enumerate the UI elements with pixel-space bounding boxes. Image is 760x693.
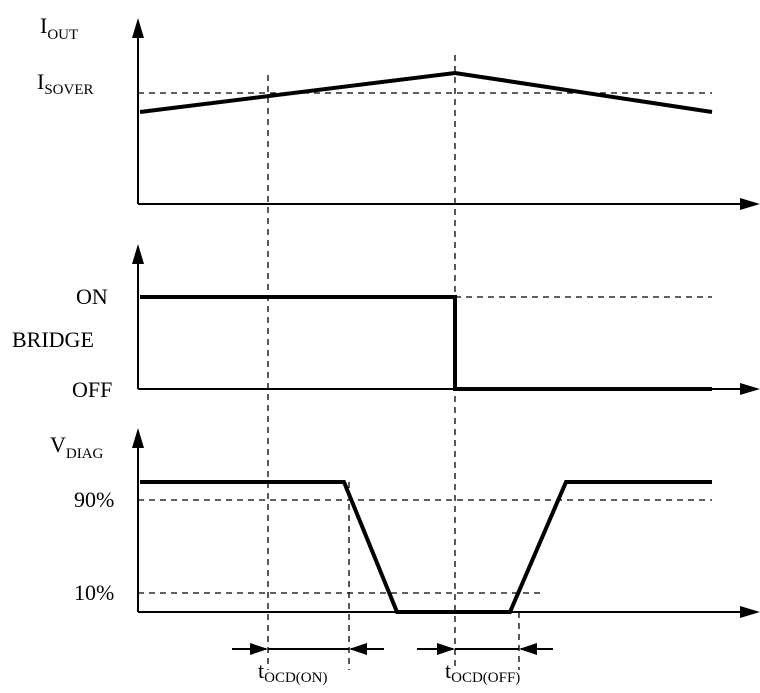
vdiag-axis-label: VDIAG — [50, 432, 104, 462]
vdiag-10-label: 10% — [74, 580, 114, 605]
iout-x-arrow — [740, 198, 760, 210]
ocd-on-label: tOCD(ON) — [258, 658, 327, 686]
vdiag-waveform — [140, 480, 712, 614]
vdiag-y-arrow — [132, 428, 144, 448]
bridge-off-label: OFF — [72, 377, 112, 402]
ocd-on-right-arrowhead — [349, 643, 367, 655]
timing-ocd-on: tOCD(ON) — [232, 643, 384, 686]
panel-vdiag: VDIAG 90% 10% — [50, 428, 760, 618]
vdiag-90-label: 90% — [74, 487, 114, 512]
bridge-x-arrow — [740, 383, 760, 395]
ocd-off-left-arrowhead — [437, 643, 455, 655]
ocd-on-left-arrowhead — [250, 643, 268, 655]
ocd-off-right-arrowhead — [519, 643, 537, 655]
timing-ocd-off: tOCD(OFF) — [417, 643, 553, 686]
bridge-waveform — [140, 295, 712, 391]
panel-bridge: ON BRIDGE OFF — [12, 244, 760, 402]
bridge-on-label: ON — [76, 284, 108, 309]
iout-waveform — [139, 70, 713, 114]
vdiag-x-arrow — [740, 606, 760, 618]
bridge-signal-label: BRIDGE — [12, 327, 94, 352]
ocd-off-label: tOCD(OFF) — [445, 658, 520, 686]
bridge-y-arrow — [132, 244, 144, 264]
isover-label: ISOVER — [37, 69, 94, 98]
iout-y-arrow — [132, 18, 144, 38]
iout-axis-label: IOUT — [40, 13, 78, 43]
panel-iout: IOUT ISOVER — [37, 13, 760, 210]
